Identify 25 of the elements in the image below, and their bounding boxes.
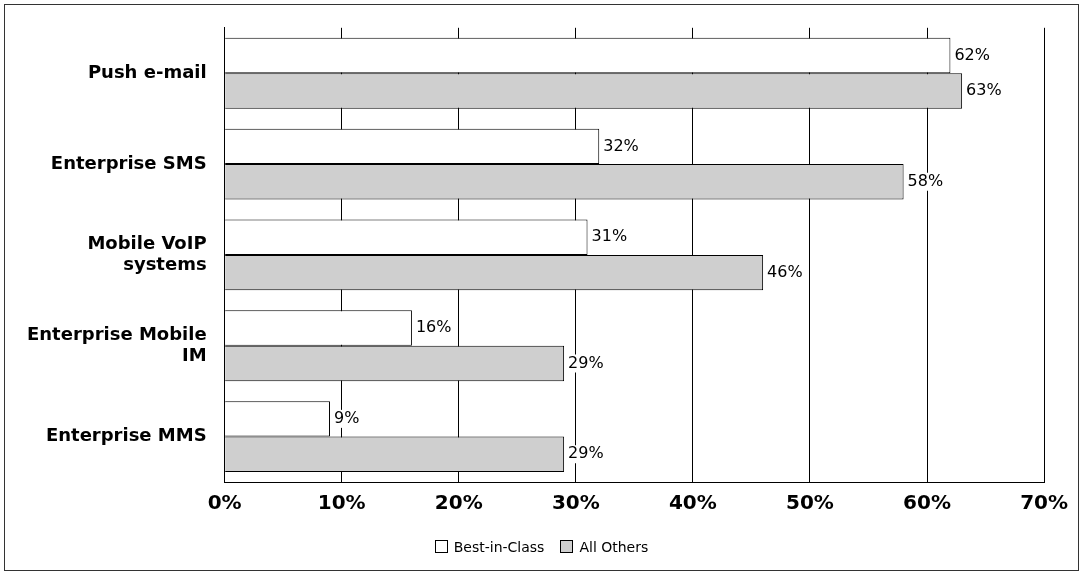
data-label: 46% — [767, 261, 803, 281]
x-tick-label: 0% — [207, 490, 242, 515]
y-tick-label: Enterprise SMS — [50, 151, 207, 173]
data-label: 16% — [415, 317, 452, 337]
x-tick-label: 10% — [317, 490, 366, 515]
y-tick-label: Mobile VoIP systems — [87, 231, 207, 275]
data-label: 9% — [333, 408, 360, 428]
x-tick-label: 60% — [903, 490, 951, 515]
x-tick-label: 50% — [786, 490, 834, 515]
data-label: 29% — [568, 352, 604, 372]
y-tick-label: Enterprise MMS — [45, 424, 207, 446]
y-tick-label: Push e-mail — [87, 60, 207, 82]
data-label: 58% — [907, 170, 944, 190]
legend-label: All Others — [579, 538, 649, 555]
text: Best-in-Class — [453, 538, 545, 555]
data-label: 29% — [568, 443, 604, 463]
x-tick-label: 30% — [551, 490, 600, 515]
x-tick-label: 70% — [1020, 490, 1068, 515]
data-label: 32% — [603, 135, 639, 155]
data-label: 62% — [954, 44, 990, 64]
data-label: 63% — [966, 80, 1002, 100]
y-tick-label: Enterprise Mobile IM — [26, 322, 207, 366]
x-tick-label: 40% — [668, 490, 717, 515]
x-tick-label: 20% — [434, 490, 483, 515]
data-label: 31% — [591, 226, 628, 246]
